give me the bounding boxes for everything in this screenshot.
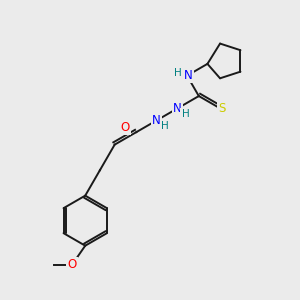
Text: H: H <box>161 121 169 131</box>
Text: O: O <box>67 258 76 271</box>
Text: N: N <box>152 114 161 127</box>
Text: H: H <box>174 68 182 78</box>
Text: N: N <box>173 102 182 115</box>
Text: N: N <box>184 69 193 82</box>
Text: O: O <box>121 121 130 134</box>
Text: S: S <box>219 102 226 115</box>
Text: H: H <box>182 110 189 119</box>
